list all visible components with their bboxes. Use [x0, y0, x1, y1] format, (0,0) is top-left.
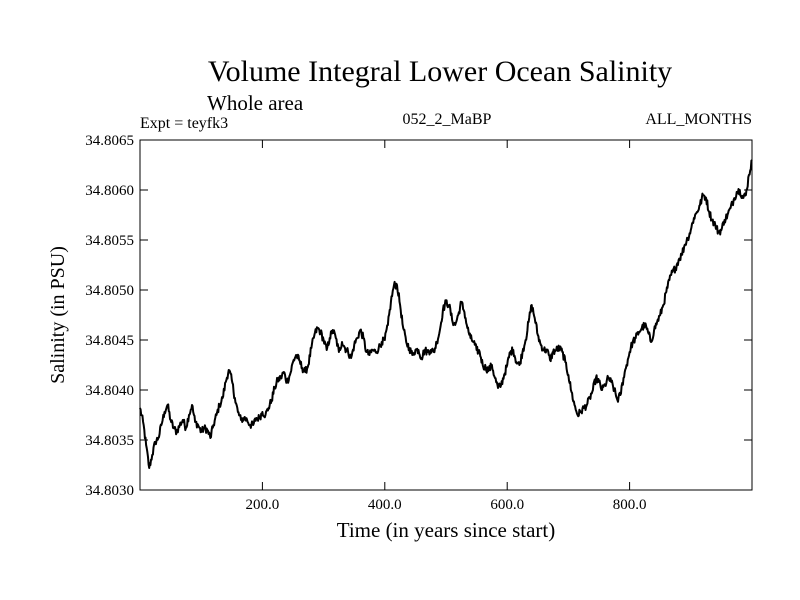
- chart-title: Volume Integral Lower Ocean Salinity: [208, 55, 672, 88]
- y-axis-label: Salinity (in PSU): [47, 246, 69, 384]
- x-axis-label: Time (in years since start): [337, 518, 556, 542]
- y-tick-label: 34.8045: [85, 333, 134, 349]
- x-tick-label: 200.0: [246, 497, 280, 513]
- y-tick-label: 34.8040: [85, 383, 134, 399]
- experiment-label: Expt = teyfk3: [140, 115, 228, 132]
- y-tick-label: 34.8050: [85, 283, 134, 299]
- y-tick-label: 34.8065: [85, 133, 134, 149]
- chart-subtitle: Whole area: [207, 91, 304, 115]
- y-tick-label: 34.8060: [85, 183, 134, 199]
- plot-frame: [139, 139, 753, 491]
- x-tick-label: 600.0: [490, 497, 524, 513]
- y-tick-label: 34.8055: [85, 233, 134, 249]
- period-label: 052_2_MaBP: [403, 111, 492, 128]
- x-axis-ticks: 200.0 400.0 600.0 800.0: [246, 140, 647, 513]
- y-axis-ticks: 34.8030 34.8035 34.8040 34.8045 34.8050 34.80…: [85, 133, 752, 499]
- x-tick-label: 400.0: [368, 497, 402, 513]
- y-tick-label: 34.8030: [85, 483, 134, 499]
- months-label: ALL_MONTHS: [645, 111, 752, 128]
- salinity-series-line: [139, 159, 753, 469]
- y-tick-label: 34.8035: [85, 433, 134, 449]
- x-tick-label: 800.0: [613, 497, 647, 513]
